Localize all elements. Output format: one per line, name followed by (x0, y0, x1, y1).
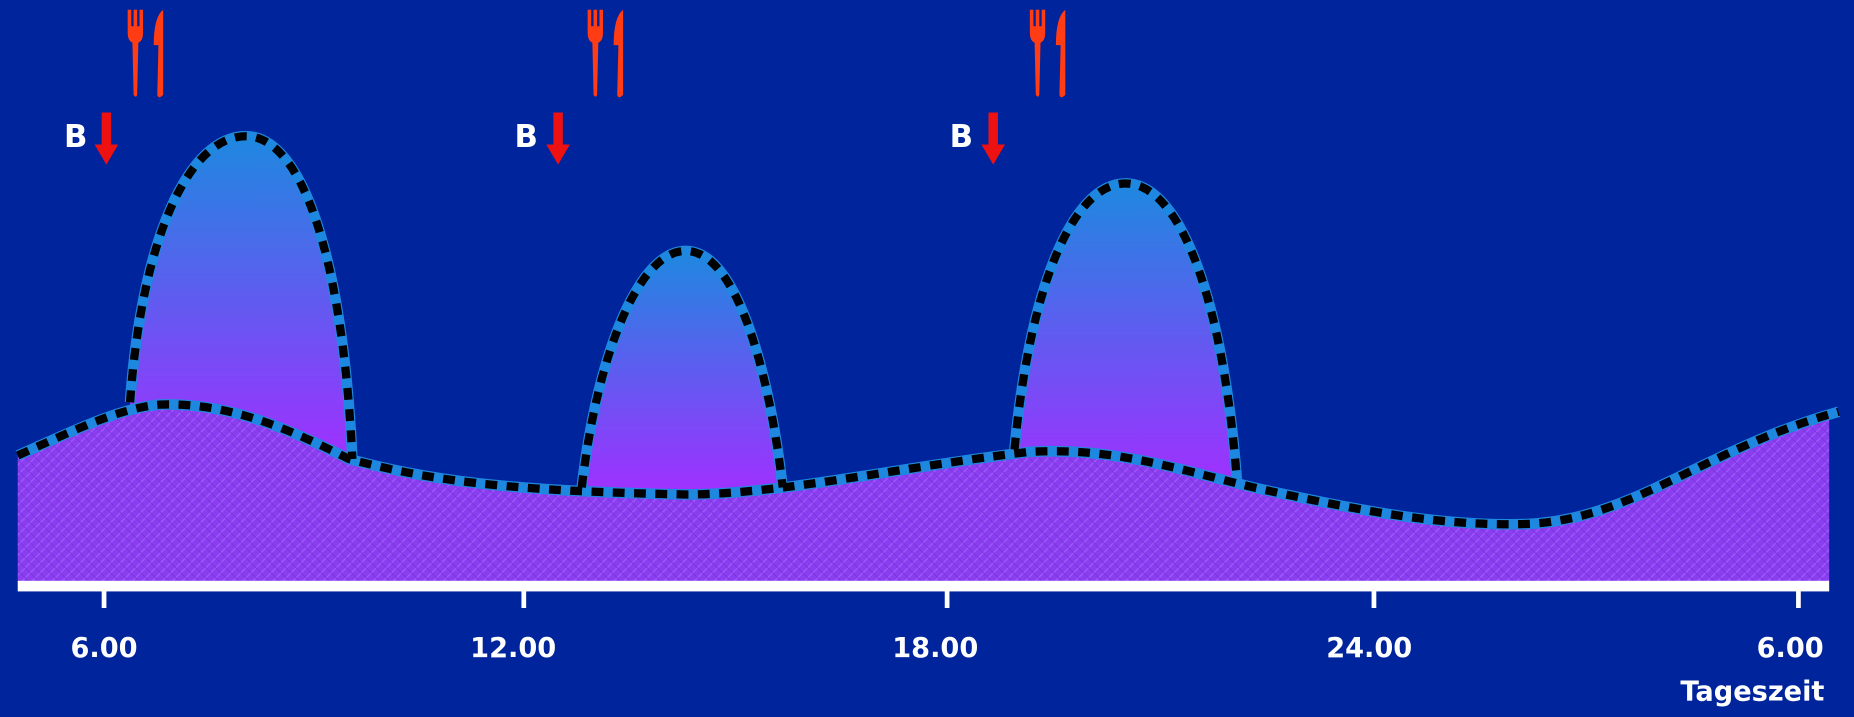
x-tick-label: 6.00 (71, 633, 138, 664)
x-tick-label: 24.00 (1326, 633, 1412, 664)
x-axis-label: Tageszeit (1680, 677, 1824, 708)
bolus-area (581, 250, 783, 493)
x-ticks (101, 589, 1801, 608)
cutlery-icon (1029, 9, 1066, 98)
x-tick-label: 12.00 (470, 633, 556, 664)
x-tick-label: 6.00 (1757, 633, 1824, 664)
curve-outlines (15, 130, 1841, 530)
marker-label: B (514, 119, 537, 155)
x-axis (17, 580, 1830, 592)
basal-area (17, 404, 1830, 582)
injection-arrows (94, 112, 1006, 165)
bolus-area (1014, 183, 1237, 483)
bolus-area (130, 136, 353, 460)
marker-label: B (950, 119, 973, 155)
bolus-curves (130, 136, 1237, 493)
marker-label: B (64, 119, 87, 155)
x-tick-label: 18.00 (892, 633, 978, 664)
meal-icons (127, 9, 1066, 98)
cutlery-icon (587, 9, 624, 98)
cutlery-icon (127, 9, 164, 98)
